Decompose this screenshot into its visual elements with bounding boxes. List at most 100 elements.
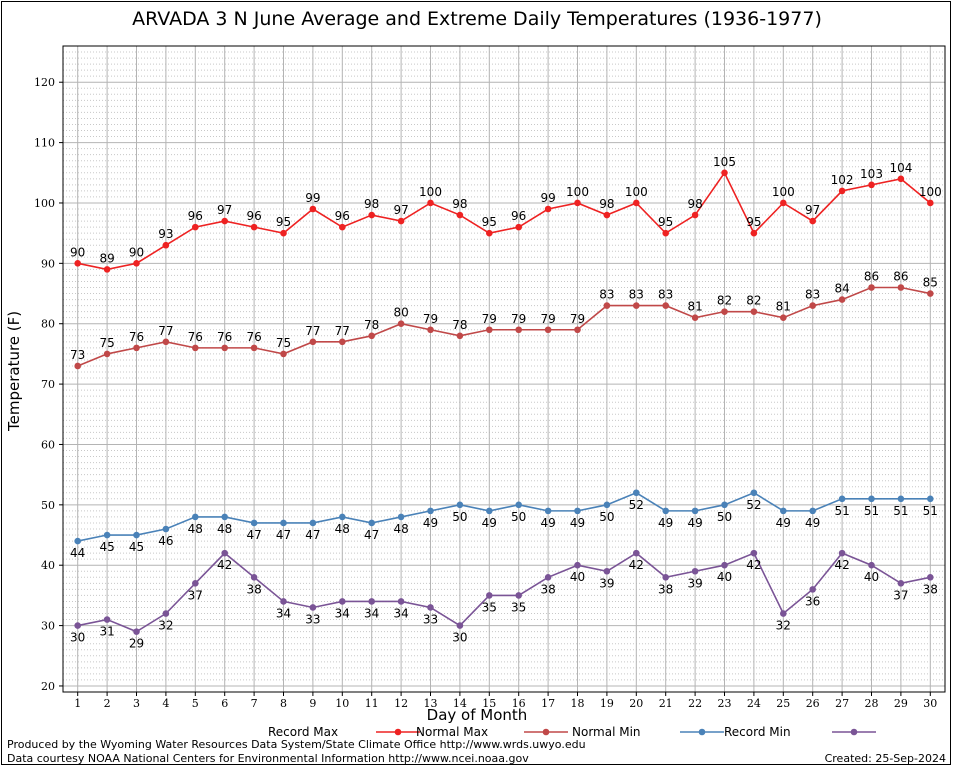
- record-min-data-label: 42: [629, 558, 644, 572]
- legend-marker-record-max: [394, 728, 402, 736]
- normal-min-point: [133, 531, 140, 539]
- legend: Record Max Normal Max Normal Min Record Min: [268, 725, 876, 739]
- y-tick-label: 40: [41, 559, 55, 572]
- record-min-data-label: 37: [188, 588, 203, 602]
- record-max-data-label: 95: [482, 215, 497, 229]
- record-min-point: [721, 561, 728, 569]
- record-max-data-label: 99: [305, 191, 320, 205]
- normal-min-point: [192, 513, 199, 521]
- record-max-point: [838, 187, 846, 195]
- x-tick-label: 8: [280, 697, 287, 710]
- legend-label-normal-min: Normal Min: [572, 725, 641, 739]
- normal-max-data-label: 75: [276, 336, 291, 350]
- chart-title: ARVADA 3 N June Average and Extreme Dail…: [132, 8, 822, 30]
- record-min-data-label: 29: [129, 637, 144, 651]
- x-tick-label: 26: [806, 697, 820, 710]
- legend-marker-record-min: [850, 728, 858, 736]
- record-max-point: [691, 211, 699, 219]
- record-min-point: [397, 598, 405, 605]
- record-max-data-label: 96: [188, 209, 203, 223]
- x-tick-label: 25: [776, 697, 790, 710]
- normal-max-data-label: 82: [717, 294, 732, 308]
- record-min-point: [133, 628, 140, 635]
- x-tick-label: 1: [74, 697, 81, 710]
- y-tick-label: 90: [41, 257, 55, 270]
- record-max-data-label: 97: [217, 203, 232, 217]
- normal-max-point: [162, 338, 170, 346]
- normal-min-point: [368, 519, 376, 527]
- normal-min-point: [927, 495, 934, 503]
- x-tick-label: 18: [571, 697, 585, 710]
- record-max-point: [780, 199, 787, 207]
- normal-min-point: [456, 501, 464, 509]
- record-max-point: [456, 211, 464, 219]
- normal-min-point: [162, 525, 170, 533]
- normal-min-point: [721, 501, 728, 509]
- record-max-data-label: 104: [889, 161, 912, 175]
- record-max-data-label: 103: [860, 167, 883, 181]
- record-min-point: [927, 573, 934, 581]
- record-min-point: [74, 622, 81, 629]
- x-tick-label: 7: [251, 697, 258, 710]
- normal-max-point: [397, 320, 405, 328]
- normal-max-data-label: 86: [893, 269, 908, 283]
- record-max-point: [280, 229, 287, 237]
- normal-min-data-label: 48: [335, 522, 350, 536]
- normal-max-point: [574, 326, 581, 334]
- normal-max-point: [603, 302, 611, 309]
- record-min-data-label: 38: [658, 582, 673, 596]
- record-max-point: [309, 205, 317, 213]
- record-min-data-label: 31: [99, 625, 114, 639]
- normal-max-point: [809, 302, 816, 309]
- record-min-point: [897, 580, 905, 587]
- y-tick-label: 20: [41, 680, 55, 693]
- x-tick-label: 11: [365, 697, 379, 710]
- normal-max-point: [486, 326, 493, 334]
- record-min-point: [368, 598, 376, 605]
- normal-min-point: [486, 507, 493, 515]
- record-min-point: [456, 622, 464, 629]
- normal-min-data-label: 48: [393, 522, 408, 536]
- record-max-point: [192, 223, 199, 231]
- normal-min-point: [515, 501, 522, 509]
- normal-max-point: [192, 344, 199, 352]
- normal-min-data-label: 47: [276, 528, 291, 542]
- normal-max-data-label: 84: [834, 282, 849, 296]
- normal-min-point: [750, 489, 758, 497]
- normal-max-point: [927, 290, 934, 297]
- normal-min-data-label: 47: [246, 528, 261, 542]
- normal-min-line: [77, 491, 931, 542]
- record-max-point: [662, 229, 669, 237]
- normal-min-data-label: 49: [570, 516, 585, 530]
- record-max-point: [633, 199, 640, 207]
- normal-min-point: [250, 519, 258, 527]
- x-tick-label: 10: [335, 697, 349, 710]
- x-tick-label: 4: [162, 697, 169, 710]
- record-max-data-label: 98: [599, 197, 614, 211]
- normal-max-data-label: 83: [599, 288, 614, 302]
- x-tick-label: 22: [688, 697, 702, 710]
- normal-max-point: [339, 338, 346, 346]
- normal-min-data-label: 51: [923, 504, 938, 518]
- y-tick-label: 110: [34, 137, 55, 150]
- normal-max-data-label: 83: [658, 288, 673, 302]
- normal-min-data-label: 51: [893, 504, 908, 518]
- record-max-data-label: 97: [805, 203, 820, 217]
- x-tick-label: 27: [835, 697, 849, 710]
- normal-max-point: [133, 344, 140, 352]
- x-tick-label: 5: [192, 697, 199, 710]
- normal-min-point: [427, 507, 434, 515]
- normal-max-point: [250, 344, 258, 352]
- x-tick-label: 19: [600, 697, 614, 710]
- footer-created-date: Created: 25-Sep-2024: [824, 752, 946, 765]
- record-max-point: [927, 199, 934, 207]
- x-tick-label: 24: [747, 697, 761, 710]
- normal-min-data-label: 49: [805, 516, 820, 530]
- record-min-line: [77, 552, 931, 633]
- record-max-point: [397, 217, 405, 225]
- normal-max-data-label: 82: [746, 294, 761, 308]
- normal-max-point: [456, 332, 464, 340]
- record-min-point: [103, 616, 111, 623]
